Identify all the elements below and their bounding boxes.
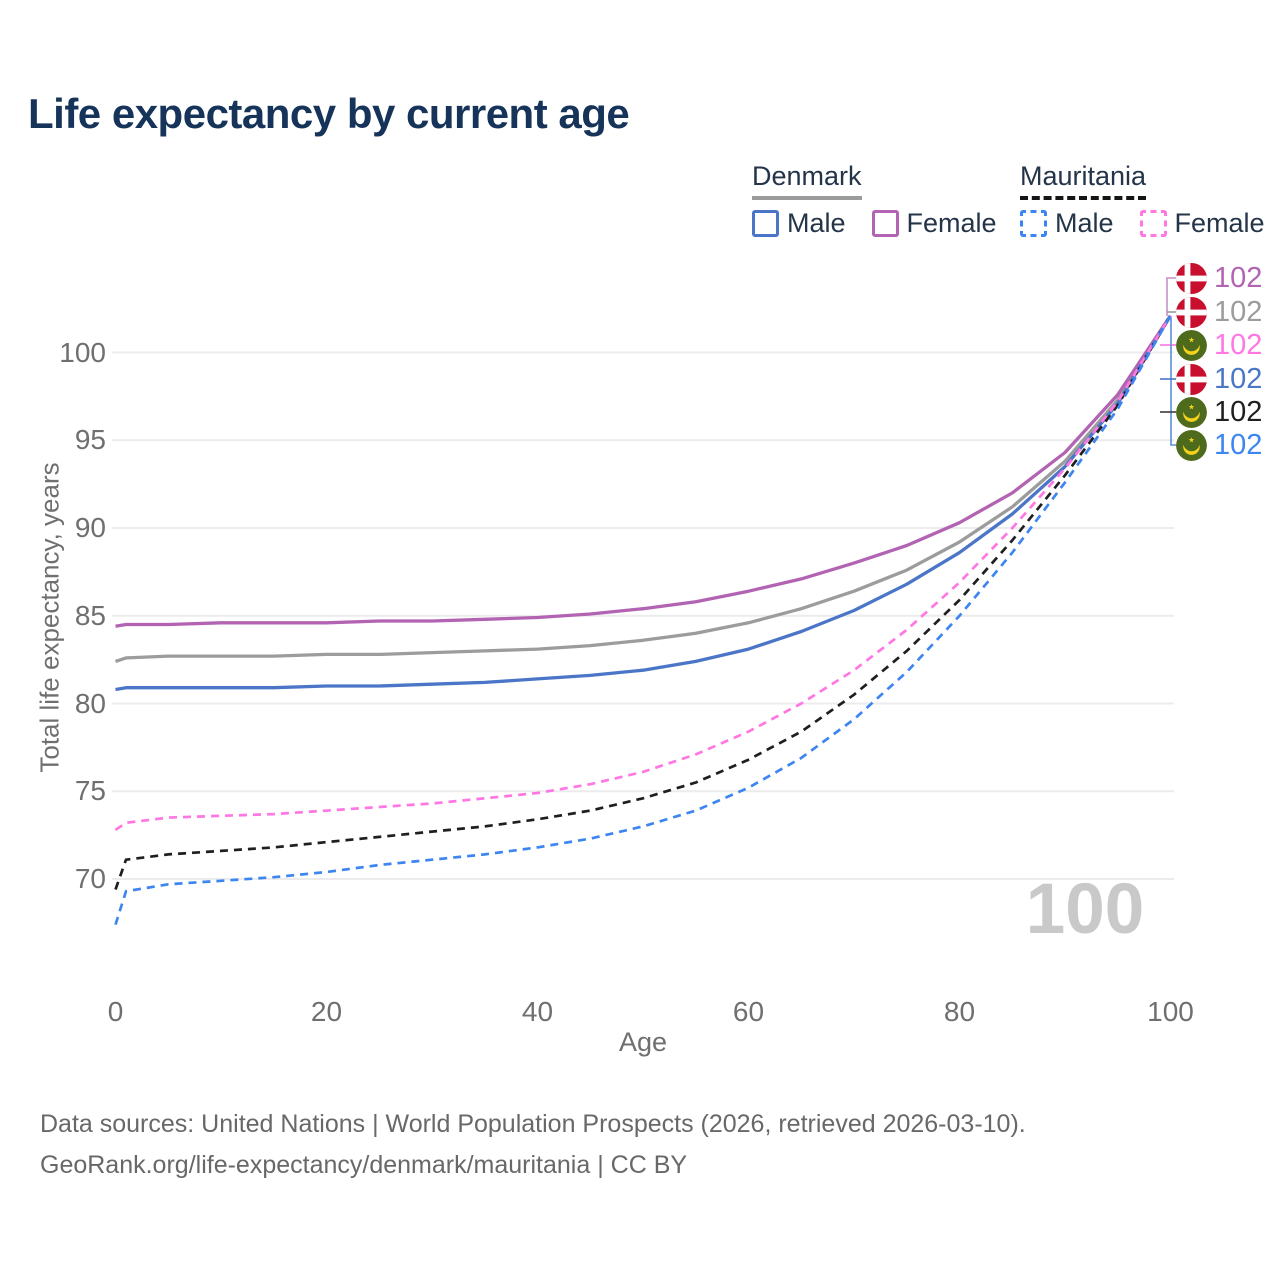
endpoint-value: 102 <box>1214 362 1263 395</box>
denmark-flag-icon <box>1176 262 1207 294</box>
x-tick-label: 80 <box>943 996 976 1027</box>
legend-group-denmark: Denmark Male Female <box>752 161 997 239</box>
footer: Data sources: United Nations | World Pop… <box>40 1104 1026 1185</box>
legend-item-denmark-male[interactable]: Male <box>752 208 846 239</box>
series-line-mauritania-female[interactable] <box>114 314 1172 832</box>
legend-country-mauritania[interactable]: Mauritania <box>1020 161 1147 200</box>
mauritania-female-swatch-icon <box>1139 210 1167 237</box>
denmark-female-swatch-icon <box>871 210 899 237</box>
x-tick-label: 100 <box>1147 996 1194 1027</box>
endpoint-value: 102 <box>1214 395 1263 428</box>
chart-plot-area[interactable] <box>0 0 1280 1075</box>
footer-line-1: Data sources: United Nations | World Pop… <box>40 1110 1026 1138</box>
endpoint-label-row: 102 <box>1176 261 1263 294</box>
y-tick-label: 85 <box>74 599 106 631</box>
y-tick-label: 90 <box>74 512 106 543</box>
y-tick-label: 70 <box>74 863 106 894</box>
hover-age-watermark: 100 <box>1025 870 1145 949</box>
endpoint-label-row: 102 <box>1176 428 1263 461</box>
legend-item-label: Male <box>1055 208 1114 238</box>
page-title: Life expectancy by current age <box>28 90 630 137</box>
endpoint-label-row: 102 <box>1176 395 1263 428</box>
endpoint-label-row: 102 <box>1176 328 1263 361</box>
y-tick-label: 80 <box>74 687 106 719</box>
endpoint-value: 102 <box>1214 295 1263 328</box>
series-line-denmark-both-sexes[interactable] <box>114 314 1172 663</box>
legend-item-mauritania-female[interactable]: Female <box>1139 208 1265 239</box>
legend-item-label: Male <box>787 208 846 238</box>
endpoint-value: 102 <box>1214 328 1263 361</box>
endpoint-label-row: 102 <box>1176 295 1263 328</box>
denmark-flag-icon <box>1176 296 1207 328</box>
x-tick-label: 60 <box>732 996 765 1027</box>
series-line-denmark-male[interactable] <box>115 314 1172 692</box>
footer-line-2: GeoRank.org/life-expectancy/denmark/maur… <box>40 1150 688 1179</box>
x-axis-title: Age <box>618 1027 668 1057</box>
y-tick-label: 75 <box>74 775 106 807</box>
x-tick-label: 0 <box>107 996 124 1027</box>
legend-item-label: Female <box>906 208 997 238</box>
x-tick-label: 40 <box>521 996 554 1027</box>
series-line-mauritania-both-sexes[interactable] <box>114 314 1172 890</box>
y-tick-label: 95 <box>74 424 106 456</box>
legend-item-denmark-female[interactable]: Female <box>871 208 997 239</box>
mauritania-flag-icon <box>1176 329 1207 361</box>
endpoint-value: 102 <box>1214 428 1263 461</box>
series-line-denmark-female[interactable] <box>115 314 1172 628</box>
leader-line <box>1170 318 1176 446</box>
legend-item-label: Female <box>1174 208 1265 238</box>
endpoint-label-row: 102 <box>1176 362 1263 395</box>
mauritania-flag-icon <box>1176 396 1207 428</box>
endpoint-value: 102 <box>1214 261 1263 294</box>
denmark-male-swatch-icon <box>752 210 779 237</box>
denmark-flag-icon <box>1176 363 1207 395</box>
x-tick-label: 20 <box>310 996 343 1027</box>
mauritania-flag-icon <box>1176 429 1207 461</box>
mauritania-male-swatch-icon <box>1020 210 1047 237</box>
y-tick-label: 100 <box>59 336 106 368</box>
series-line-mauritania-male[interactable] <box>114 314 1172 926</box>
legend-country-denmark[interactable]: Denmark <box>752 161 862 200</box>
legend-item-mauritania-male[interactable]: Male <box>1020 208 1114 239</box>
leader-line <box>1166 277 1176 316</box>
legend-group-mauritania: Mauritania Male Female <box>1020 161 1265 239</box>
